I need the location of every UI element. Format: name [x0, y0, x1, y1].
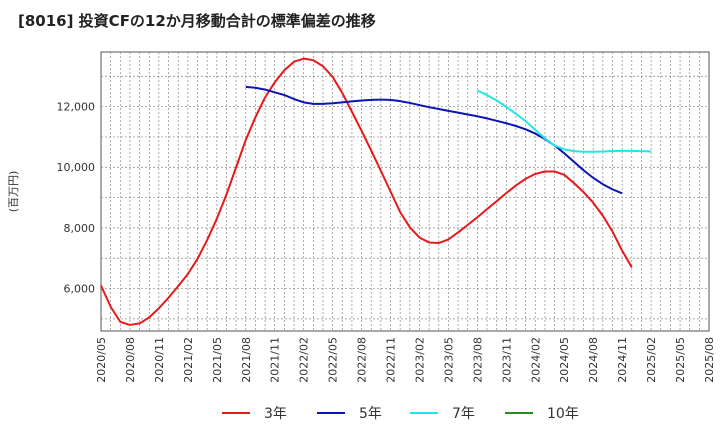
x-tick-label: 2025/08 — [703, 337, 716, 383]
x-tick-label: 2021/05 — [211, 337, 224, 383]
x-tick-label: 2022/05 — [327, 337, 340, 383]
x-tick-label: 2022/02 — [298, 337, 311, 383]
x-tick-label: 2021/11 — [269, 337, 282, 383]
x-tick-label: 2023/08 — [471, 337, 484, 383]
chart-title: [8016] 投資CFの12か月移動合計の標準偏差の推移 — [18, 12, 376, 30]
y-tick-label: 10,000 — [57, 161, 96, 174]
series-line-3年 — [100, 57, 633, 326]
series-line-7年 — [476, 89, 652, 153]
grid — [100, 51, 710, 332]
x-tick-label: 2024/05 — [558, 337, 571, 383]
y-tick-label: 12,000 — [57, 101, 96, 114]
legend: 3年 5年 7年 10年 — [222, 406, 579, 422]
x-tick-label: 2024/08 — [587, 337, 600, 383]
legend-label: 5年 — [359, 406, 382, 422]
y-axis-label: (百万円) — [7, 171, 20, 213]
x-tick-label: 2023/02 — [413, 337, 426, 383]
x-tick-label: 2025/02 — [645, 337, 658, 383]
x-tick-label: 2025/05 — [674, 337, 687, 383]
x-tick-label: 2023/05 — [442, 337, 455, 383]
series-lines — [100, 57, 652, 326]
y-tick-label: 6,000 — [64, 283, 96, 296]
x-tick-label: 2024/11 — [616, 337, 629, 383]
x-tick-label: 2022/08 — [356, 337, 369, 383]
legend-label: 7年 — [452, 406, 475, 422]
plot-frame — [100, 51, 710, 332]
x-tick-label: 2020/08 — [124, 337, 137, 383]
x-tick-label: 2020/11 — [153, 337, 166, 383]
x-tick-label: 2021/08 — [240, 337, 253, 383]
axes: 6,000 8,000 10,000 12,000 (百万円) 2020/05 2020/0… — [7, 101, 716, 383]
x-tick-label: 2024/02 — [529, 337, 542, 383]
x-tick-label: 2021/02 — [182, 337, 195, 383]
y-tick-label: 8,000 — [64, 222, 96, 235]
x-tick-label: 2022/11 — [385, 337, 398, 383]
legend-label: 10年 — [547, 406, 579, 422]
x-tick-label: 2020/05 — [95, 337, 108, 383]
legend-label: 3年 — [264, 406, 287, 422]
series-line-5年 — [245, 85, 623, 195]
x-tick-label: 2023/11 — [500, 337, 513, 383]
